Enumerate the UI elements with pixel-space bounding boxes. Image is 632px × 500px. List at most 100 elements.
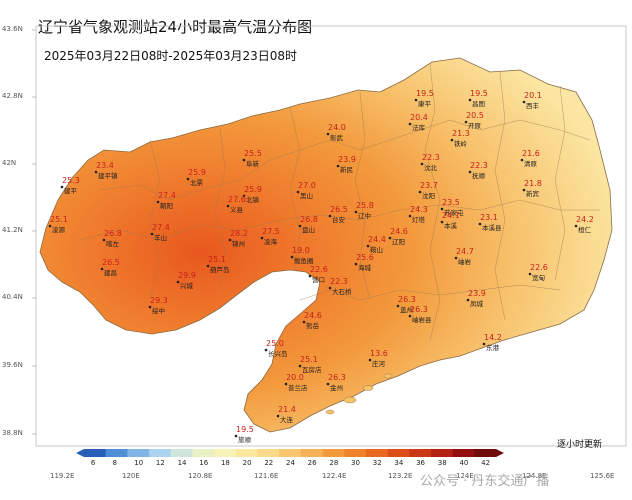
lat-label: 39.6N <box>2 361 23 369</box>
colorbar-swatch <box>430 449 454 457</box>
lat-label: 43.6N <box>2 25 23 33</box>
lon-label: 123.2E <box>388 472 413 480</box>
colorbar-tick-label: 28 <box>329 459 339 467</box>
station-value: 26.5 <box>102 258 120 267</box>
station-marker: 24.6熊岳 <box>302 311 322 330</box>
station-value: 14.2 <box>484 333 502 342</box>
station-marker: 26.8盘山 <box>298 215 318 234</box>
station-value: 23.1 <box>480 213 498 222</box>
station-name: 台安 <box>332 215 346 224</box>
county-boundaries <box>79 63 600 341</box>
liaoning-province-shape <box>39 57 613 433</box>
station-marker: 22.3抚顺 <box>468 161 488 180</box>
station-marker: 24.1本溪 <box>440 211 460 230</box>
station-value: 21.8 <box>524 179 542 188</box>
colorbar-right-arrow <box>496 449 504 457</box>
lon-label: 122.4E <box>322 472 347 480</box>
station-name: 凤城 <box>470 300 484 308</box>
station-dot <box>60 185 64 189</box>
station-name: 新民 <box>340 165 353 174</box>
station-value: 29.3 <box>150 296 168 305</box>
colorbar-swatch <box>322 449 345 457</box>
update-note: 逐小时更新 <box>557 440 603 450</box>
colorbar-tick-label: 22 <box>264 459 274 467</box>
station-marker: 23.7沈阳 <box>418 181 438 200</box>
cool-coast-overlay <box>360 290 594 384</box>
station-name: 本溪 <box>444 221 458 230</box>
station-dot <box>328 214 332 218</box>
station-name: 清原 <box>524 159 538 168</box>
colorbar-swatch <box>257 449 280 457</box>
station-marker: 27.4羊山 <box>150 223 170 242</box>
lon-label: 125.6E <box>590 472 615 480</box>
station-name: 法库 <box>412 123 426 132</box>
station-marker: 21.4大连 <box>276 405 296 424</box>
lon-label: 124E <box>456 472 474 480</box>
station-value: 27.6 <box>228 195 246 204</box>
station-value: 25.1 <box>208 255 226 264</box>
station-dot <box>150 232 154 236</box>
station-name: 绥中 <box>152 306 165 315</box>
station-value: 22.3 <box>330 277 348 286</box>
colorbar-tick-label: 32 <box>372 459 382 467</box>
station-name: 岫岩县 <box>412 315 432 324</box>
colorbar-tick-label: 14 <box>177 459 187 467</box>
station-name: 灯塔 <box>412 215 426 224</box>
station-value: 28.2 <box>230 229 248 238</box>
station-value: 22.6 <box>530 263 548 272</box>
station-dot <box>414 98 418 102</box>
station-name: 兴城 <box>180 281 194 290</box>
station-name: 熊岳 <box>306 321 320 330</box>
station-marker: 26.5台安 <box>328 205 348 224</box>
station-dot <box>276 414 280 418</box>
station-dot <box>308 274 312 278</box>
station-name: 盖州 <box>400 305 413 314</box>
station-name: 抚顺 <box>472 171 486 180</box>
station-marker: 25.6海城 <box>354 253 374 272</box>
station-dot <box>176 280 180 284</box>
station-dot <box>522 100 526 104</box>
station-name: 宽甸 <box>532 273 545 282</box>
station-value: 25.5 <box>244 149 262 158</box>
station-dot <box>206 264 210 268</box>
station-value: 25.6 <box>356 253 374 262</box>
lon-label: 120E <box>122 472 140 480</box>
station-dot <box>328 286 332 290</box>
station-marker: 26.3盖州 <box>396 295 416 314</box>
station-dot <box>466 298 470 302</box>
station-name: 辽阳 <box>392 237 405 246</box>
station-dot <box>296 190 300 194</box>
colorbar-swatch <box>214 449 237 457</box>
station-name: 庄河 <box>372 359 386 368</box>
station-dot <box>234 434 238 438</box>
station-value: 26.8 <box>300 215 318 224</box>
station-marker: 26.8喀左 <box>102 229 122 248</box>
station-value: 25.9 <box>188 168 206 177</box>
station-value: 26.3 <box>398 295 416 304</box>
station-dot <box>100 267 104 271</box>
colorbar-swatch <box>235 449 258 457</box>
station-value: 19.5 <box>470 89 488 98</box>
station-name: 金州 <box>330 383 343 392</box>
station-dot <box>242 194 246 198</box>
station-dot <box>454 256 458 260</box>
station-marker: 13.6庄河 <box>368 349 388 368</box>
station-name: 大连 <box>280 415 294 424</box>
station-value: 20.5 <box>466 111 484 120</box>
station-value: 24.1 <box>442 211 460 220</box>
station-name: 建昌 <box>104 268 117 277</box>
colorbar-swatch <box>149 449 172 457</box>
station-value: 26.3 <box>410 305 428 314</box>
station-dot <box>388 236 392 240</box>
station-marker: 21.3铁岭 <box>450 129 470 148</box>
colorbar-tick-label: 20 <box>242 459 252 467</box>
lon-label: 121.6E <box>254 472 279 480</box>
colorbar-swatch <box>170 449 193 457</box>
station-dot <box>482 342 486 346</box>
